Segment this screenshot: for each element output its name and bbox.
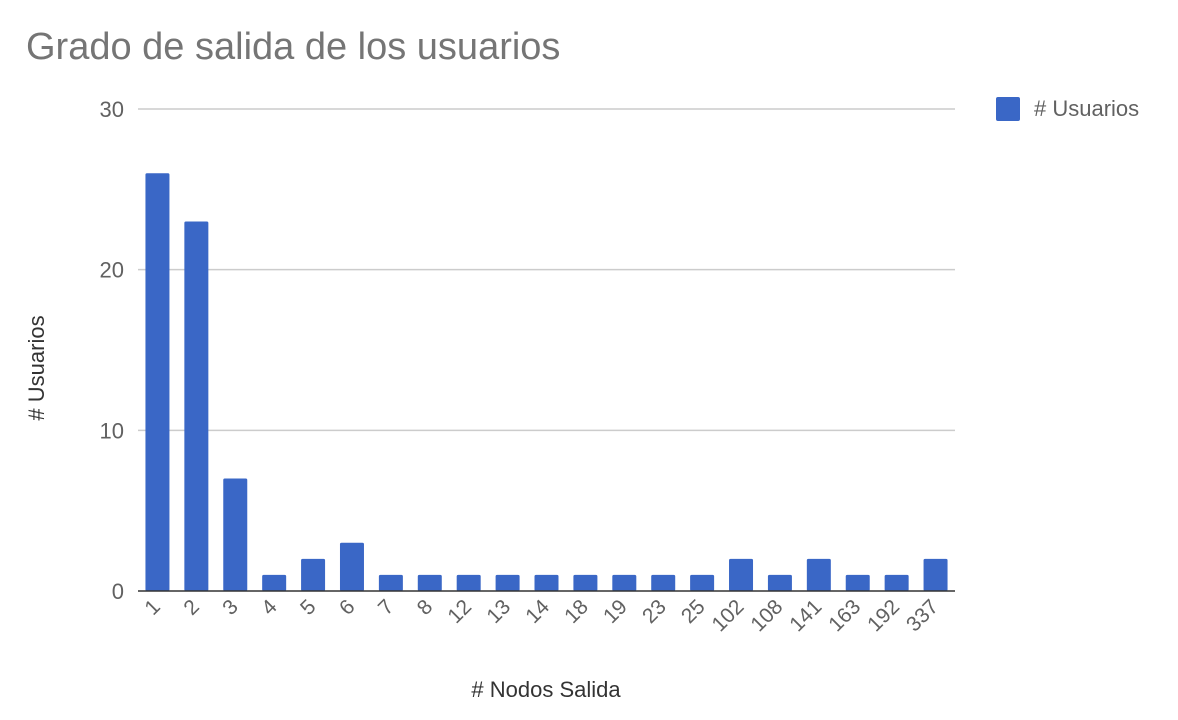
bar xyxy=(417,574,442,591)
bar xyxy=(223,478,248,591)
x-tick-label: 102 xyxy=(708,595,749,636)
bar xyxy=(262,574,287,591)
bar xyxy=(767,574,792,591)
x-tick-label: 6 xyxy=(335,595,360,620)
bars xyxy=(145,173,948,591)
bar xyxy=(534,574,559,591)
bar xyxy=(845,574,870,591)
x-tick-label: 1 xyxy=(140,595,165,620)
x-tick-label: 4 xyxy=(257,595,282,620)
x-tick-label: 23 xyxy=(638,595,671,628)
legend-label: # Usuarios xyxy=(1034,96,1140,121)
bar xyxy=(651,574,676,591)
y-tick-labels: 0 10 20 30 xyxy=(100,97,124,604)
x-tick-label: 108 xyxy=(746,595,787,636)
x-tick-label: 25 xyxy=(677,595,710,628)
bar xyxy=(690,574,715,591)
y-tick-label: 0 xyxy=(112,579,124,604)
chart-title: Grado de salida de los usuarios xyxy=(26,26,561,68)
x-tick-label: 14 xyxy=(521,595,554,628)
bar xyxy=(495,574,520,591)
x-tick-label: 3 xyxy=(218,595,243,620)
bar xyxy=(884,574,909,591)
x-tick-label: 8 xyxy=(413,595,438,620)
gridlines xyxy=(138,108,955,432)
bar xyxy=(378,574,403,591)
legend: # Usuarios xyxy=(996,96,1139,122)
bar xyxy=(184,221,209,591)
x-tick-label: 5 xyxy=(296,595,321,620)
y-axis-title: # Usuarios xyxy=(24,315,49,420)
x-tick-label: 19 xyxy=(599,595,632,628)
x-tick-label: 7 xyxy=(374,595,399,620)
bar xyxy=(573,574,598,591)
x-tick-label: 163 xyxy=(824,595,865,636)
legend-swatch xyxy=(996,97,1020,121)
y-tick-label: 20 xyxy=(100,258,124,283)
x-tick-label: 2 xyxy=(179,595,204,620)
x-tick-label: 192 xyxy=(863,595,904,636)
bar xyxy=(729,558,754,591)
x-tick-label: 141 xyxy=(785,595,826,636)
y-tick-label: 10 xyxy=(100,418,124,443)
bar xyxy=(923,558,948,591)
x-tick-label: 12 xyxy=(443,595,476,628)
bar xyxy=(456,574,481,591)
bar xyxy=(339,542,364,591)
bar xyxy=(612,574,637,591)
bar xyxy=(301,558,326,591)
x-tick-label: 13 xyxy=(482,595,515,628)
y-tick-label: 30 xyxy=(100,97,124,122)
x-tick-label: 337 xyxy=(902,595,943,636)
bar xyxy=(806,558,831,591)
x-axis-title: # Nodos Salida xyxy=(471,677,621,702)
bar xyxy=(145,173,170,591)
x-tick-label: 18 xyxy=(560,595,593,628)
